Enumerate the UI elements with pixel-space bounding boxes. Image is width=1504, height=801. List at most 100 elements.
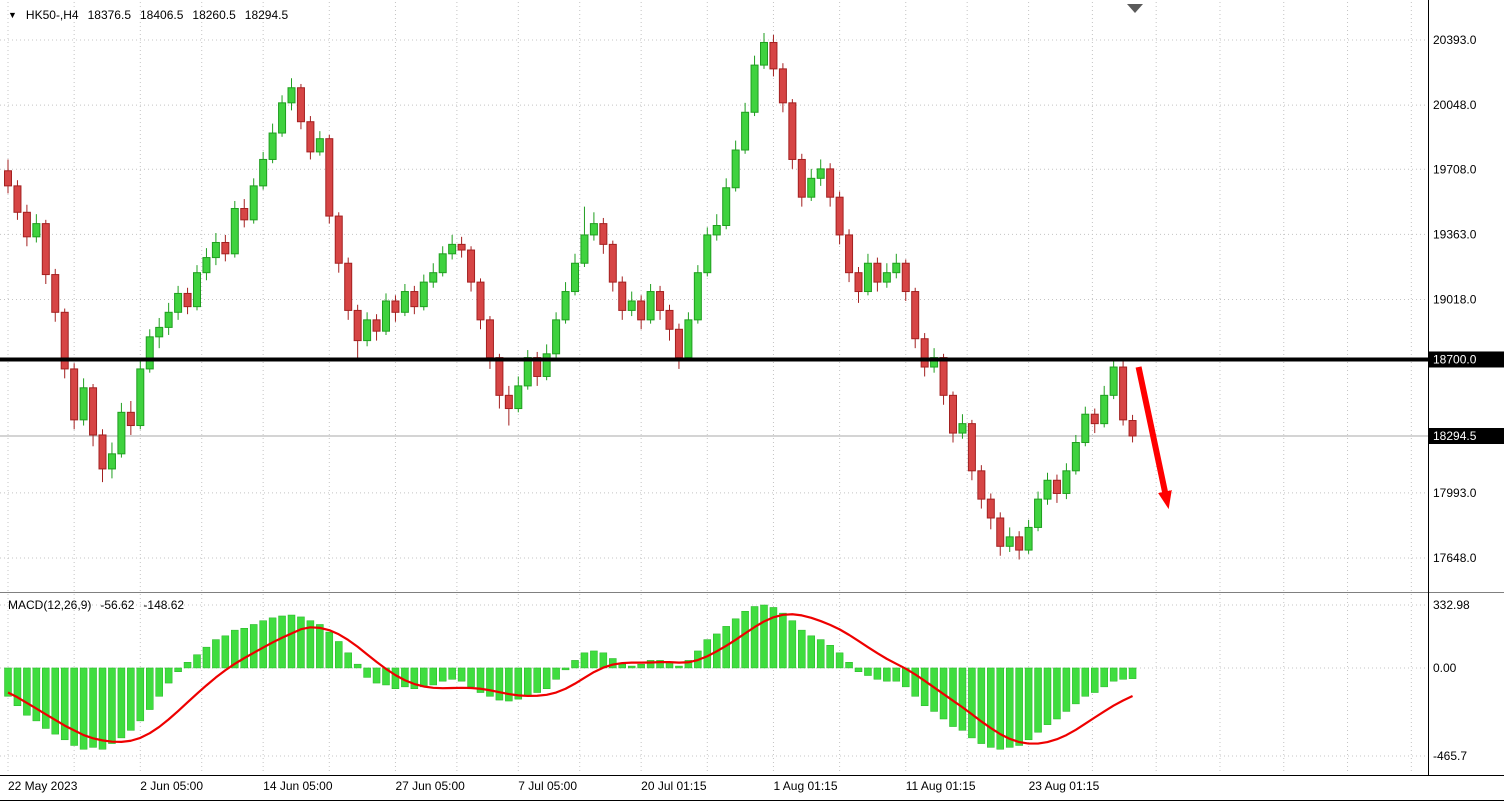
symbol-header: ▼ HK50-,H4 18376.5 18406.5 18260.5 18294… <box>8 8 288 22</box>
macd-histogram-bar <box>542 667 551 690</box>
macd-histogram-bar <box>13 667 22 707</box>
time-axis-label: 11 Aug 01:15 <box>906 779 976 793</box>
macd-histogram-bar <box>344 652 352 669</box>
candle-body <box>117 411 126 455</box>
candle-body <box>807 177 816 198</box>
macd-histogram-bar <box>807 635 815 669</box>
candle-body <box>193 272 201 308</box>
macd-histogram-bar <box>987 667 995 748</box>
ohlc-high: 18406.5 <box>140 8 184 22</box>
candle-body <box>145 336 154 370</box>
macd-histogram-bar <box>391 667 400 690</box>
candle-body <box>391 300 400 313</box>
macd-histogram-bar <box>363 667 371 678</box>
price-badge-label: 18294.5 <box>1433 429 1477 443</box>
candle-body <box>334 215 343 264</box>
macd-axis-label: 0.00 <box>1433 661 1457 675</box>
candles-layer <box>4 33 1137 560</box>
candle-body <box>760 41 768 66</box>
macd-histogram-bar <box>892 667 901 682</box>
macd-histogram-bar <box>1043 667 1052 725</box>
candle-body <box>797 158 806 198</box>
candle-body <box>1052 479 1061 494</box>
candle-body <box>892 262 901 274</box>
macd-histogram-bar <box>231 629 239 669</box>
macd-histogram-bar <box>750 606 759 669</box>
candle-body <box>854 272 863 293</box>
price-axis-label: 20048.0 <box>1433 98 1477 112</box>
candle-body <box>684 319 693 359</box>
time-axis-label: 27 Jun 05:00 <box>395 779 465 793</box>
macd-histogram-bar <box>996 667 1004 750</box>
price-badge <box>1429 351 1504 368</box>
macd-histogram-bar <box>353 663 362 669</box>
macd-histogram-bar <box>486 667 494 697</box>
macd-histogram-bar <box>958 667 967 731</box>
macd-histogram-bar <box>306 620 315 669</box>
macd-histogram-bar <box>1119 667 1127 680</box>
candle-body <box>353 309 362 342</box>
candle-body <box>722 187 731 226</box>
price-axis[interactable] <box>1429 0 1504 775</box>
price-badge-label: 18700.0 <box>1433 352 1477 366</box>
time-axis[interactable] <box>0 776 1504 800</box>
candle-body <box>788 102 797 160</box>
candle-body <box>599 223 608 245</box>
macd-histogram-bar <box>760 604 768 669</box>
candle-body <box>32 223 41 238</box>
candle-body <box>221 241 230 255</box>
macd-histogram-bar <box>136 667 145 722</box>
candle-body <box>419 281 428 308</box>
macd-histogram-bar <box>656 660 664 669</box>
candle-body <box>901 262 910 293</box>
macd-histogram-bar <box>297 616 305 669</box>
macd-histogram-bar <box>854 667 863 672</box>
candle-body <box>656 291 665 311</box>
candle-body <box>79 387 88 421</box>
macd-histogram-bar <box>675 665 683 669</box>
price-axis-label: 17648.0 <box>1433 551 1477 565</box>
macd-histogram-bar <box>1100 667 1108 688</box>
macd-histogram-bar <box>287 614 296 669</box>
macd-histogram-bar <box>202 646 211 669</box>
time-axis-label: 22 May 2023 <box>8 779 78 793</box>
macd-layer <box>4 604 1137 750</box>
macd-histogram-bar <box>146 667 154 710</box>
macd-histogram-bar <box>845 662 853 669</box>
price-axis-label: 19363.0 <box>1433 227 1477 241</box>
trend-arrow[interactable] <box>1135 366 1172 510</box>
macd-histogram-bar <box>183 662 192 669</box>
grid-layer <box>0 2 1428 774</box>
macd-histogram-bar <box>873 667 882 680</box>
candle-body <box>306 121 315 153</box>
chart-shift-marker-icon[interactable] <box>1127 4 1143 13</box>
candle-body <box>107 453 116 470</box>
ohlc-close: 18294.5 <box>244 8 289 22</box>
macd-signal-line <box>7 613 1134 745</box>
candle-body <box>1024 526 1033 551</box>
candle-body <box>967 423 976 472</box>
macd-axis-label: 332.98 <box>1433 598 1470 612</box>
macd-histogram-bar <box>684 660 693 669</box>
macd-histogram-bar <box>89 667 97 748</box>
macd-histogram-bar <box>448 667 456 680</box>
candle-body <box>580 234 589 264</box>
candle-body <box>608 243 617 283</box>
price-badge <box>1429 428 1504 445</box>
macd-histogram-bar <box>1053 667 1061 720</box>
candle-body <box>693 272 702 321</box>
macd-histogram-bar <box>1091 667 1099 693</box>
candle-body <box>816 168 825 179</box>
macd-histogram-bar <box>741 610 749 669</box>
time-axis-label: 23 Aug 01:15 <box>1029 779 1100 793</box>
macd-histogram-bar <box>968 667 976 739</box>
candle-body <box>4 170 12 187</box>
macd-histogram-bar <box>731 618 740 669</box>
axis-layer: 20393.0 20048.0 19708.0 19363.0 19018.0 17993… <box>8 33 1504 793</box>
collapse-icon[interactable]: ▼ <box>8 9 17 20</box>
macd-histogram-bar <box>552 667 560 680</box>
macd-histogram-bar <box>580 652 589 669</box>
candle-body <box>1043 479 1052 500</box>
